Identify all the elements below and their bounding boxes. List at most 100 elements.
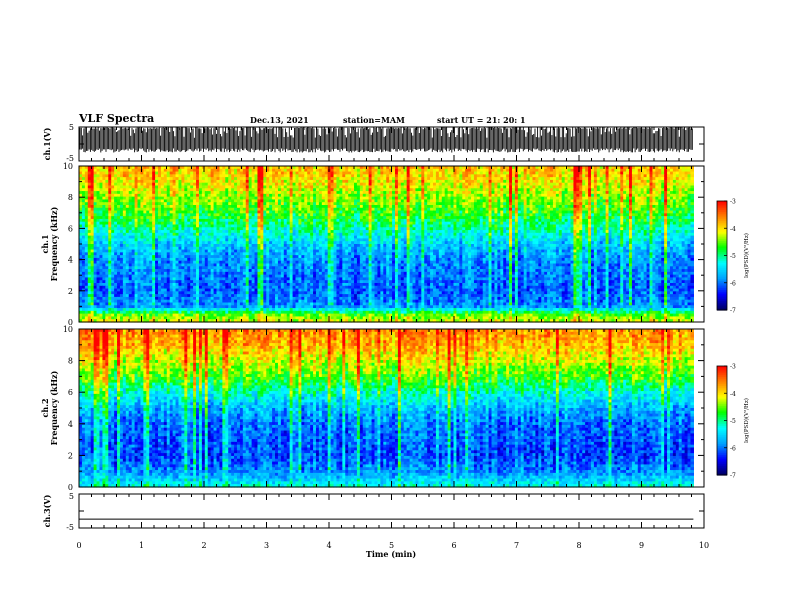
ch1-spectrogram-cell [655,166,659,170]
ch1-spectrogram-cell [652,177,656,181]
ch1-spectrogram-cell [105,196,109,201]
ch1-spectrogram-cell [649,168,654,173]
ch1-spectrogram-cell [157,168,162,173]
ch1-spectrogram-cell [377,191,381,195]
ch1-spectrogram-cell [181,166,185,170]
ch1-spectrogram-cell [500,174,504,178]
ch1-spectrogram-cell [585,168,589,173]
ch1-spectrogram-cell [626,179,630,184]
ch1-spectrogram-cell [585,166,589,170]
ch1-spectrogram-cell [453,171,458,175]
ch1-spectrogram-cell [330,188,335,192]
ch1-spectrogram-cell [351,191,355,195]
ch1-spectrogram-cell [146,188,150,192]
ch1-spectrogram-cell [354,193,358,198]
ch1-spectrogram-cell [301,174,305,178]
ch1-spectrogram-cell [570,188,575,192]
ch1-spectrogram-cell [114,182,118,187]
ch1-spectrogram-cell [304,179,308,184]
ch1-spectrogram-cell [236,185,241,189]
ch1-spectrogram-cell [190,196,194,201]
ch1-spectrogram-cell [172,191,177,195]
ch1-spectrogram-cell [403,188,408,192]
ch1-spectrogram-cell [602,188,607,192]
ch1-spectrogram-cell [111,185,115,189]
ch1-spectrogram-cell [596,174,601,178]
ch1-spectrogram-cell [497,177,501,181]
ch1-spectrogram-cell [155,191,159,195]
ch1-spectrogram-cell [538,188,542,192]
ch1-spectrogram-cell [409,166,414,170]
ch1-spectrogram-cell [175,191,180,195]
ch1-spectrogram-cell [248,193,253,198]
ch1-spectrogram-cell [397,193,402,198]
ch1-spectrogram-cell [354,168,358,173]
ch1-spectrogram-cell [634,179,639,184]
ch1-spectrogram-cell [453,166,458,170]
ch1-spectrogram-cell [658,171,662,175]
ch1-spectrogram-cell [599,182,604,187]
ch1-spectrogram-cell [213,177,218,181]
ch1-spectrogram-cell [117,166,121,170]
ch1-spectrogram-cell [675,185,680,189]
ch1-spectrogram-cell [544,177,548,181]
ch1-spectrogram-cell [327,179,332,184]
ch1-spectrogram-cell [500,193,504,198]
ch1-spectrogram-cell [181,196,185,201]
ch1-spectrogram-cell [128,166,133,170]
ch1-spectrogram-cell [137,171,142,175]
ch1-spectrogram-cell [468,185,472,189]
ch1-spectrogram-cell [304,168,308,173]
ch1-spectrogram-cell [87,171,92,175]
ch1-spectrogram-cell [251,188,256,192]
ch1-spectrogram-cell [377,168,381,173]
ch1-spectrogram-cell [412,191,417,195]
ch1-spectrogram-cell [550,185,554,189]
ch1-spectrogram-cell [637,168,642,173]
ch1-spectrogram-cell [433,168,437,173]
ch1-spectrogram-cell [400,168,405,173]
ch1-spectrogram-cell [386,166,390,170]
ch1-spectrogram-cell [225,185,229,189]
ch1-spectrogram-cell [599,193,604,198]
ch1-spectrogram-cell [216,174,221,178]
ch1-spectrogram-cell [631,171,636,175]
ch1-spectrogram-cell [283,174,288,178]
ch1-spectrogram-cell [134,193,139,198]
ch1-spectrogram-cell [383,191,387,195]
ch1-spectrogram-cell [175,168,180,173]
ch1-spectrogram-cell [471,177,475,181]
ch1-spectrogram-cell [538,168,542,173]
ch1-spectrogram-cell [149,168,153,173]
ch1-spectrogram-cell [204,191,209,195]
ch1-spectrogram-cell [582,182,586,187]
ch1-spectrogram-cell [667,193,671,198]
ch1-spectrogram-cell [623,188,627,192]
ch1-spectrogram-cell [330,182,335,187]
ch1-spectrogram-cell [418,177,422,181]
ch1-spectrogram-cell [690,191,694,195]
ch1-spectrogram-cell [213,166,218,170]
ch1-spectrogram-cell [102,196,106,201]
ch1-spectrogram-cell [406,171,411,175]
ch1-spectrogram-cell [444,171,449,175]
ch1-spectrogram-cell [283,191,288,195]
ch1-spectrogram-cell [608,182,613,187]
ch1-spectrogram-cell [552,188,557,192]
ch1-spectrogram-cell [517,168,522,173]
ch1-spectrogram-cell [473,166,478,170]
ch1-spectrogram-cell [96,177,101,181]
ch1-spectrogram-cell [596,188,601,192]
ch1-spectrogram-cell [236,191,241,195]
ch1-spectrogram-cell [286,188,291,192]
ch1-spectrogram-cell [81,166,86,170]
ch1-spectrogram-cell [193,196,197,201]
ch1-spectrogram-cell [672,185,677,189]
ch1-spectrogram-cell [570,185,575,189]
ch1-spectrogram-cell [602,182,607,187]
ch1-spectrogram-cell [125,171,130,175]
ch1-spectrogram-cell [380,174,384,178]
ch1-spectrogram-cell [374,168,379,173]
ch1-spectrogram-cell [342,193,346,198]
ch1-spectrogram-cell [450,166,455,170]
